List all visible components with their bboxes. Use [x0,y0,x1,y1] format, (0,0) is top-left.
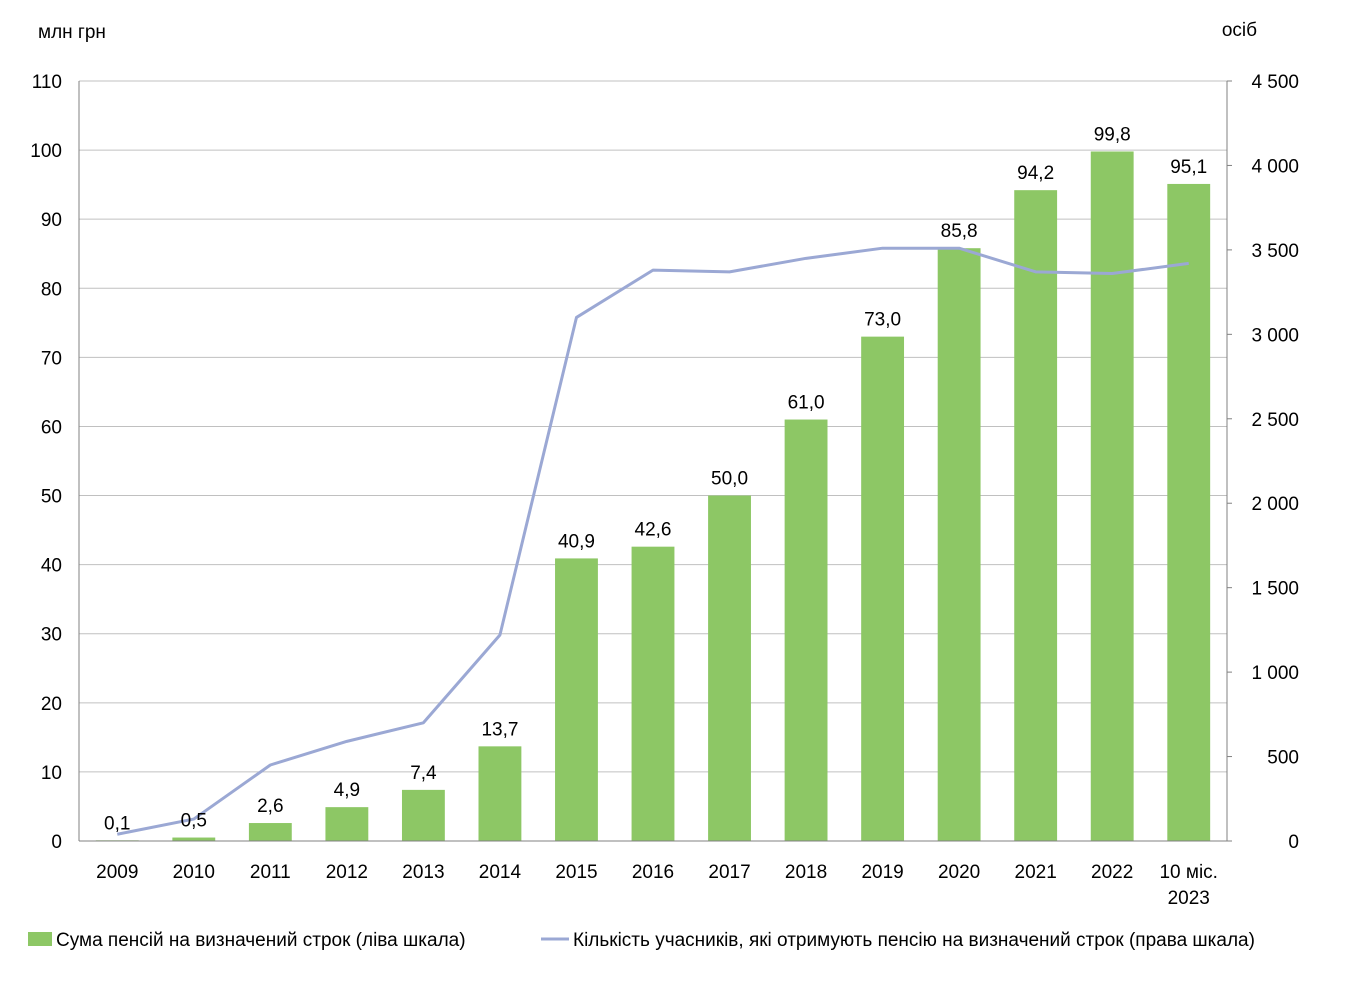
x-axis-tick-label: 2019 [861,862,903,883]
right-axis-tick-label: 3 000 [1251,325,1299,346]
left-axis-tick-label: 10 [41,763,62,784]
x-axis-tick-label: 2009 [96,862,138,883]
data-label: 42,6 [635,520,672,541]
bar [172,837,216,841]
x-axis-tick-label: 2021 [1015,862,1057,883]
data-label: 85,8 [941,221,978,242]
left-axis-tick-label: 0 [51,832,62,853]
legend-label-bars: Сума пенсій на визначений строк (ліва шк… [56,930,466,951]
bar [1090,151,1134,842]
bar [631,546,675,841]
x-axis-tick-label: 10 міс. [1159,862,1217,883]
right-axis-unit: осіб [1222,20,1257,41]
right-axis-tick-label: 4 500 [1251,72,1299,93]
bar [784,419,828,841]
left-axis-tick-label: 100 [30,141,62,162]
left-axis-tick-label: 20 [41,694,62,715]
gridlines [79,80,1227,773]
data-label: 2,6 [257,796,283,817]
bar [325,807,369,841]
bar [248,823,292,841]
left-axis-tick-label: 70 [41,348,62,369]
x-axis-tick-label: 2023 [1168,888,1210,909]
left-axis-tick-label: 30 [41,625,62,646]
bar [401,789,445,841]
bar [861,336,905,841]
data-label: 0,5 [181,811,207,832]
right-axis-tick-label: 4 000 [1251,156,1299,177]
x-axis-tick-label: 2013 [402,862,444,883]
data-label: 99,8 [1094,124,1131,145]
x-axis-tick-label: 2018 [785,862,827,883]
x-axis-tick-label: 2012 [326,862,368,883]
axes: 0 10 20 30 40 50 60 70 80 90 100 110 0 500 1 000 1 500 2… [30,72,1299,909]
line-series-path [116,246,1189,836]
data-label: 50,0 [711,469,748,490]
left-axis-unit: млн грн [38,22,106,43]
x-axis-tick-label: 2014 [479,862,522,883]
data-label: 4,9 [334,780,360,801]
right-axis-tick-label: 0 [1288,832,1299,853]
data-label: 61,0 [788,393,825,414]
x-axis-tick-label: 2011 [250,862,291,883]
x-axis-tick-label: 2016 [632,862,674,883]
data-label: 0,1 [104,813,130,834]
left-axis-tick-label: 40 [41,556,62,577]
right-axis-tick-label: 2 000 [1251,494,1299,515]
left-axis-tick-label: 60 [41,417,62,438]
right-axis-tick-label: 1 500 [1251,579,1299,600]
right-axis-tick-label: 1 000 [1251,663,1299,684]
bar [1167,183,1211,842]
left-axis-tick-label: 110 [32,72,62,93]
x-axis-tick-label: 2015 [555,862,597,883]
data-label: 95,1 [1170,157,1207,178]
right-axis-tick-label: 500 [1267,748,1299,769]
bar-series [95,151,1211,842]
bar [478,746,522,841]
bar [555,558,598,841]
bar [708,495,751,841]
right-axis-tick-label: 3 500 [1251,241,1299,262]
legend-swatch-bars [28,932,52,946]
data-label: 13,7 [481,719,518,740]
left-axis-tick-label: 80 [41,279,62,300]
data-label: 7,4 [410,763,437,784]
bar [937,248,981,841]
right-axis-tick-label: 2 500 [1251,410,1299,431]
left-axis-tick-label: 50 [41,487,62,508]
data-labels: 0,1 0,5 2,6 4,9 7,4 13,7 40,9 42,6 50,0 61,0 73,0 8… [104,124,1207,834]
legend: Сума пенсій на визначений строк (ліва шк… [28,930,1255,951]
legend-label-line: Кількість учасників, які отримують пенсі… [573,930,1255,951]
data-label: 94,2 [1017,163,1054,184]
left-axis-tick-label: 90 [41,210,62,231]
data-label: 73,0 [864,310,901,331]
x-axis-tick-label: 2010 [173,862,215,883]
x-axis-tick-label: 2020 [938,862,980,883]
bar [1014,190,1058,841]
x-axis-tick-label: 2017 [708,862,750,883]
data-label: 40,9 [558,531,595,552]
x-axis-tick-label: 2022 [1091,862,1133,883]
line-series [116,246,1189,836]
